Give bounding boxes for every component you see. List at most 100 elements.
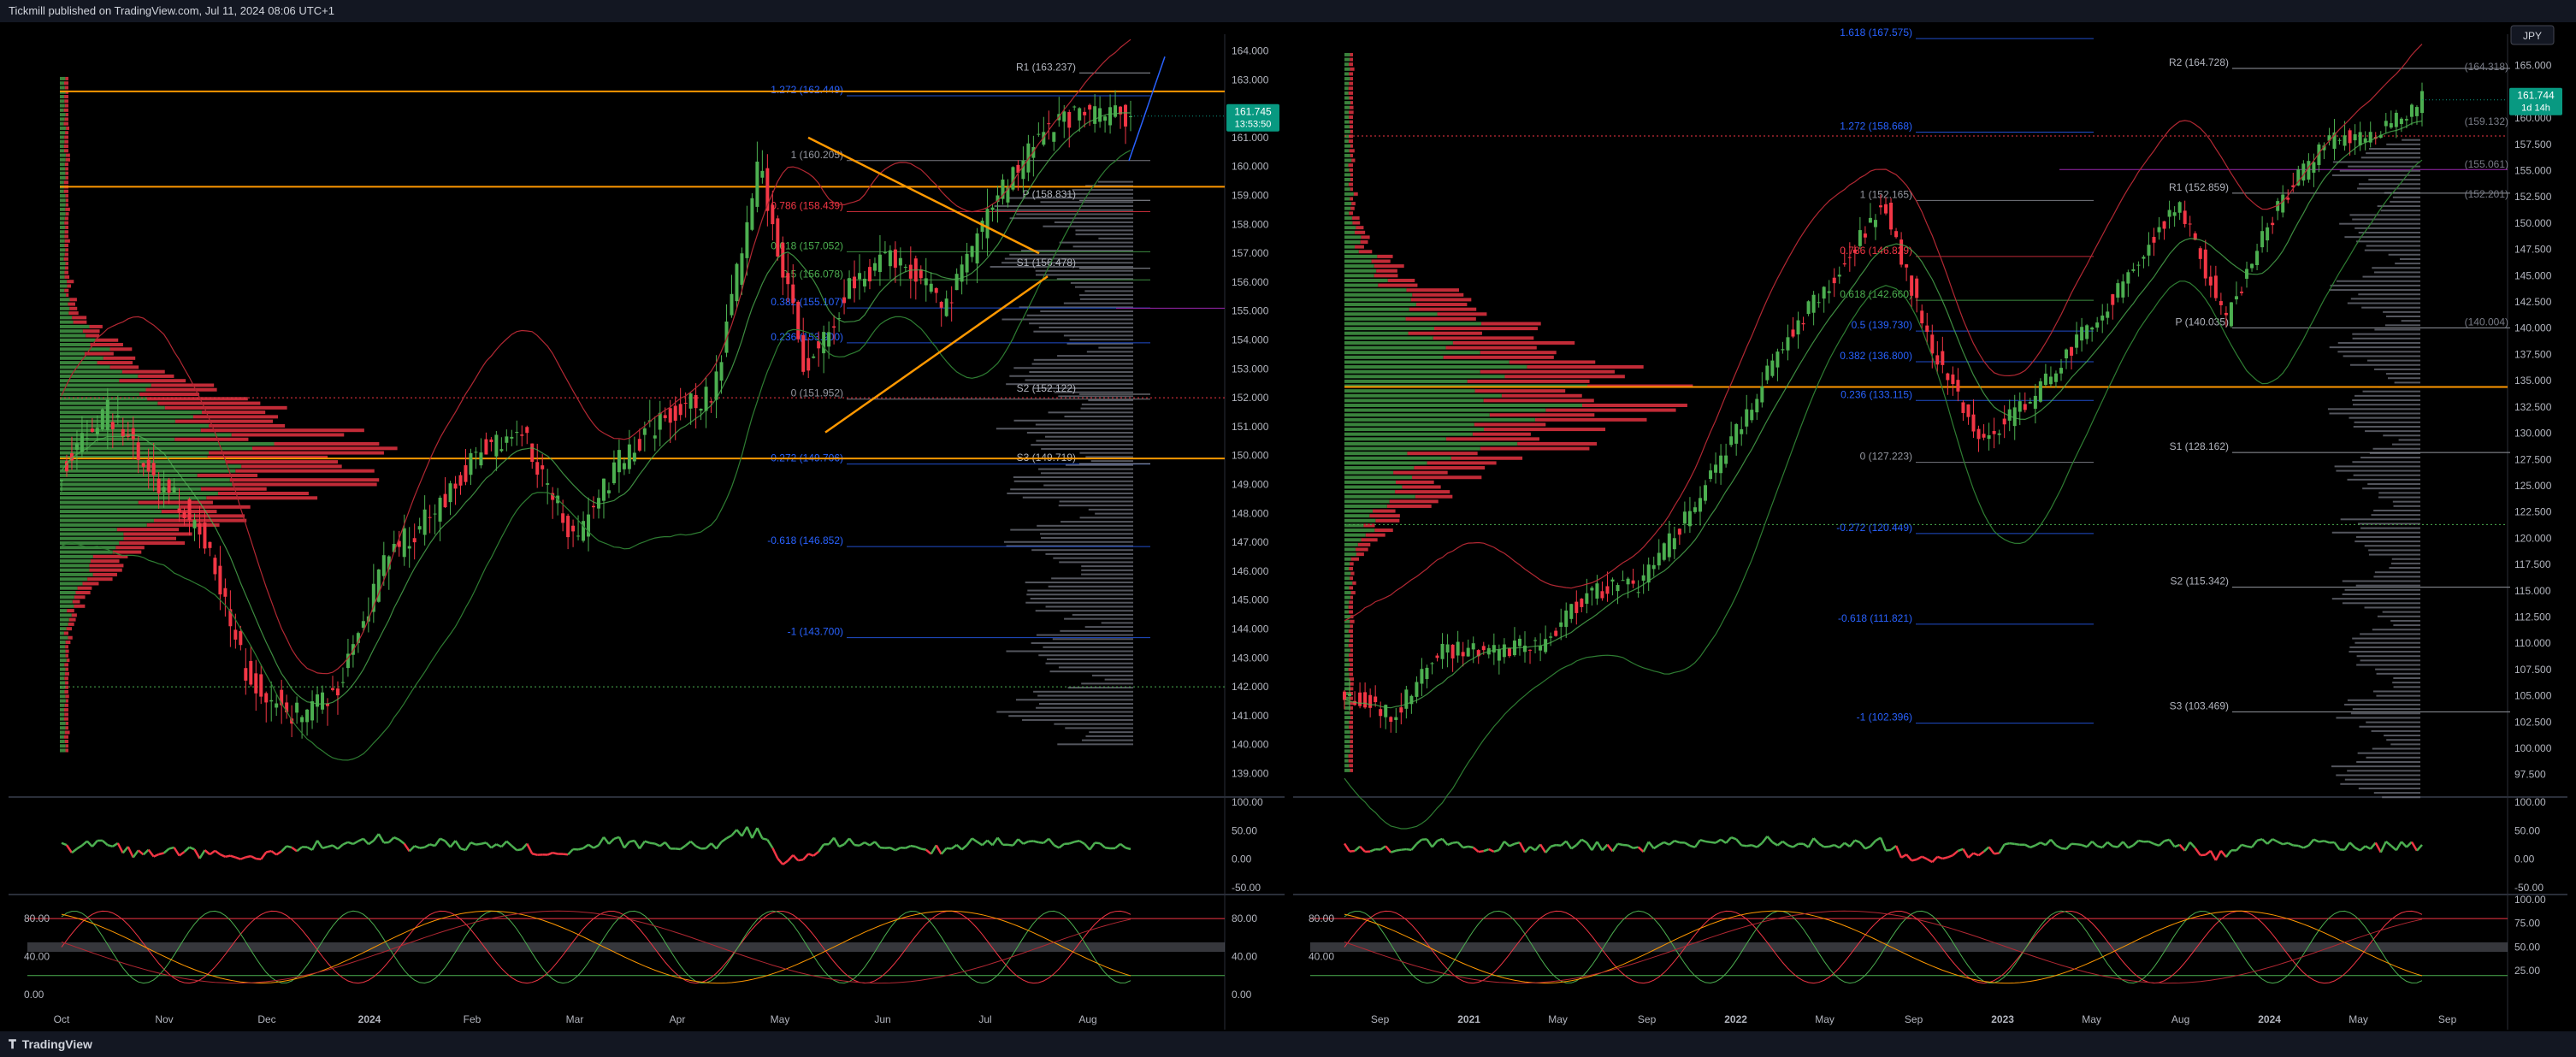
left-vp-buy-bar bbox=[60, 437, 175, 441]
right-candle-body bbox=[1471, 643, 1475, 650]
right-rsi-tick-label: -50.00 bbox=[2514, 882, 2544, 894]
right-candle-body bbox=[2167, 210, 2171, 217]
left-session-profile-bar bbox=[1026, 431, 1133, 434]
left-vp-sell-bar bbox=[115, 546, 145, 550]
right-rsi-line bbox=[1838, 841, 1846, 849]
left-rsi-line bbox=[1120, 842, 1126, 849]
left-candle-body bbox=[187, 499, 192, 521]
right-x-tick-label: 2024 bbox=[2258, 1013, 2281, 1025]
right-rsi-line bbox=[1570, 844, 1578, 850]
left-vp-sell-bar bbox=[138, 374, 174, 378]
right-session-profile-bar bbox=[2360, 457, 2420, 459]
left-vp-sell-bar bbox=[92, 572, 117, 576]
left-session-profile-bar bbox=[1090, 460, 1133, 463]
dual-chart-canvas[interactable]: 164.000163.000162.000161.000160.000159.0… bbox=[0, 22, 2576, 1031]
left-y-tick-label: 163.000 bbox=[1232, 74, 1269, 86]
right-candle-body bbox=[1379, 709, 1383, 717]
right-vp-buy-bar bbox=[1344, 749, 1350, 753]
left-stoch-tick-label: 40.00 bbox=[1232, 951, 1257, 963]
left-candle-body bbox=[172, 487, 176, 493]
left-vp-sell-bar bbox=[164, 405, 287, 410]
left-vp-sell-bar bbox=[180, 505, 251, 509]
right-candle-body bbox=[1399, 707, 1403, 713]
right-candle-body bbox=[2142, 257, 2146, 259]
right-candle-body bbox=[1796, 320, 1800, 335]
left-session-profile-bar bbox=[1065, 464, 1133, 466]
right-x-tick-label: May bbox=[2082, 1013, 2101, 1025]
left-rsi-line bbox=[597, 836, 606, 847]
left-vp-sell-bar bbox=[146, 523, 220, 527]
right-rsi-line bbox=[1741, 844, 1747, 847]
right-session-profile-bar bbox=[2374, 368, 2420, 370]
right-rsi-line bbox=[1751, 844, 1758, 848]
right-vp-sell-bar bbox=[1348, 163, 1353, 168]
left-vp-sell-bar bbox=[63, 81, 68, 86]
right-candle-body bbox=[2286, 198, 2290, 200]
left-vp-sell-bar bbox=[64, 234, 68, 239]
right-rsi-line bbox=[2091, 840, 2099, 847]
left-vp-sell-bar bbox=[64, 712, 68, 717]
left-candle-body bbox=[458, 475, 463, 486]
left-vp-sell-bar bbox=[65, 212, 69, 216]
left-rsi-tick-label: 50.00 bbox=[1232, 824, 1257, 836]
left-candle-body bbox=[525, 427, 529, 434]
left-session-profile-bar bbox=[1003, 540, 1133, 543]
right-rsi-line bbox=[1617, 842, 1623, 847]
right-session-profile-bar bbox=[2356, 760, 2420, 763]
left-rsi-line bbox=[946, 847, 952, 850]
right-session-profile-bar bbox=[2364, 249, 2420, 251]
right-session-profile-bar bbox=[2378, 492, 2420, 494]
right-y-tick-label: 137.500 bbox=[2514, 348, 2552, 360]
left-vp-buy-bar bbox=[60, 108, 64, 112]
right-candle-body bbox=[2203, 249, 2207, 279]
left-rsi-line bbox=[771, 847, 779, 859]
left-vp-sell-bar bbox=[84, 351, 114, 356]
right-vp-sell-bar bbox=[1350, 711, 1353, 715]
left-vp-sell-bar bbox=[65, 699, 68, 703]
right-rsi-line bbox=[2004, 841, 2010, 846]
right-rsi-line bbox=[1942, 856, 1948, 860]
left-vp-buy-bar bbox=[60, 387, 146, 392]
left-session-profile-bar bbox=[1026, 593, 1133, 596]
right-rsi-line bbox=[2256, 838, 2263, 842]
left-vp-buy-bar bbox=[60, 536, 124, 540]
right-candle-body bbox=[2095, 322, 2100, 328]
right-candle-body bbox=[1745, 409, 1749, 427]
right-session-profile-bar bbox=[2342, 602, 2420, 605]
left-stoch-tick-label: 80.00 bbox=[1232, 912, 1257, 924]
right-session-profile-bar bbox=[2349, 214, 2420, 216]
left-vp-sell-bar bbox=[64, 270, 68, 275]
left-session-profile-bar bbox=[1084, 626, 1133, 629]
left-vp-buy-bar bbox=[60, 374, 139, 378]
left-candle-body bbox=[990, 207, 995, 210]
right-session-profile-bar bbox=[2331, 531, 2420, 534]
left-vp-buy-bar bbox=[60, 393, 140, 397]
right-bg bbox=[1293, 34, 2567, 1007]
right-session-profile bbox=[2327, 139, 2420, 799]
right-y-tick-label: 152.500 bbox=[2514, 191, 2552, 203]
right-vp-buy-bar bbox=[1344, 499, 1390, 504]
left-vp-buy-bar bbox=[60, 586, 78, 590]
left-rsi-line bbox=[777, 858, 784, 865]
left-rsi-line bbox=[996, 836, 1004, 846]
right-vp-sell-bar bbox=[1376, 269, 1397, 273]
right-candle-body bbox=[2007, 409, 2012, 421]
right-x-tick-label: Sep bbox=[1371, 1013, 1390, 1025]
left-vp-buy-bar bbox=[60, 76, 66, 80]
right-candle-body bbox=[2234, 296, 2238, 300]
right-candle-body bbox=[2394, 112, 2398, 127]
left-vp-buy-bar bbox=[60, 117, 65, 121]
right-candle-body bbox=[1605, 586, 1610, 594]
right-candle-body bbox=[1781, 349, 1785, 351]
right-session-profile-bar bbox=[2344, 236, 2420, 239]
left-vp-buy-bar bbox=[60, 167, 66, 171]
left-session-profile-bar bbox=[1081, 565, 1133, 568]
right-vp-sell-bar bbox=[1527, 365, 1644, 369]
left-rsi-line bbox=[275, 850, 282, 856]
left-rsi-line bbox=[608, 837, 615, 845]
left-rsi-line bbox=[1038, 841, 1044, 844]
right-session-profile-bar bbox=[2336, 717, 2420, 719]
right-candle-body bbox=[2353, 134, 2357, 141]
left-session-profile-bar bbox=[1081, 682, 1133, 685]
right-candle-body bbox=[2266, 227, 2270, 241]
